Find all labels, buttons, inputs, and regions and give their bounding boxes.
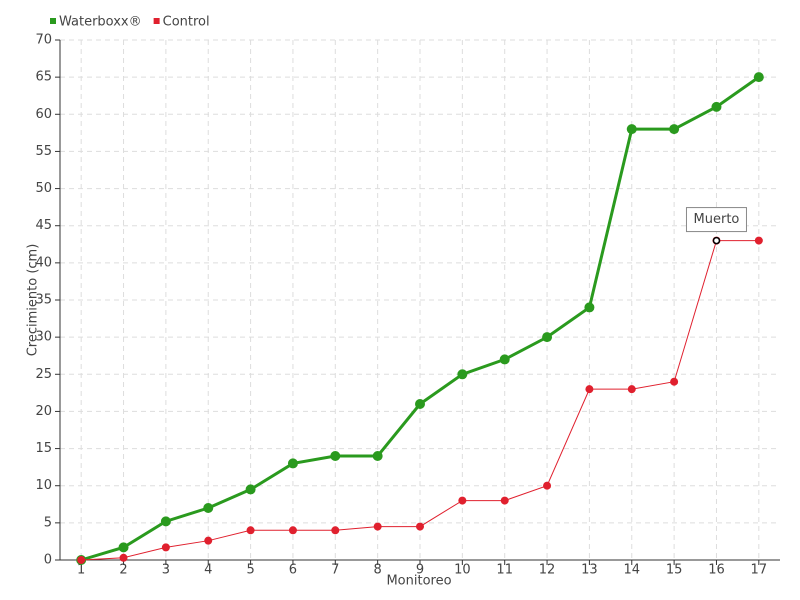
point (542, 332, 553, 343)
point (500, 496, 509, 505)
x-tick-label: 11 (496, 563, 513, 578)
x-tick-label: 1 (77, 563, 85, 578)
point (711, 101, 722, 112)
point (753, 72, 764, 83)
point (626, 124, 637, 135)
y-tick-label: 15 (35, 441, 52, 456)
point (160, 516, 171, 527)
x-tick-label: 7 (331, 563, 339, 578)
x-tick-label: 10 (454, 563, 471, 578)
point (119, 553, 128, 562)
x-tick-label: 5 (246, 563, 254, 578)
point (287, 458, 298, 469)
point (754, 236, 763, 245)
x-tick-label: 15 (666, 563, 683, 578)
point (585, 385, 594, 394)
y-tick-label: 65 (35, 70, 52, 85)
y-tick-label: 70 (35, 33, 52, 48)
x-tick-label: 16 (708, 563, 725, 578)
point (372, 451, 383, 461)
point (416, 522, 424, 531)
point (670, 377, 679, 386)
point (246, 526, 255, 535)
y-tick-label: 50 (35, 181, 52, 196)
annotation-box (685, 207, 747, 233)
point (245, 484, 256, 495)
y-tick-label: 55 (35, 144, 52, 159)
point (288, 526, 297, 535)
annotated-point (712, 236, 721, 245)
y-tick-label: 45 (35, 218, 52, 233)
point (669, 124, 680, 135)
x-tick-label: 3 (162, 563, 170, 578)
y-tick-label: 20 (35, 404, 52, 419)
point (204, 536, 213, 545)
point (118, 542, 129, 553)
x-tick-label: 8 (374, 563, 382, 578)
point (373, 522, 382, 531)
point (584, 302, 595, 313)
x-axis-title: Monitoreo (386, 574, 451, 589)
point (499, 354, 510, 365)
point (458, 496, 467, 505)
x-tick-label: 6 (289, 563, 297, 578)
legend-label: Waterboxx® (59, 15, 142, 30)
point (415, 399, 425, 409)
y-axis-title: Crecimiento (cm) (26, 244, 41, 357)
point (627, 385, 636, 394)
annotation-text: Muerto (694, 212, 740, 227)
point (161, 543, 170, 552)
point (330, 451, 341, 461)
point (457, 369, 468, 380)
x-tick-label: 17 (751, 563, 768, 578)
point (77, 556, 86, 564)
point (203, 503, 214, 513)
x-tick-label: 9 (416, 563, 424, 578)
x-tick-label: 12 (539, 563, 556, 578)
y-tick-label: 10 (35, 478, 52, 493)
legend-swatch (50, 18, 56, 24)
y-tick-label: 40 (35, 255, 52, 270)
y-tick-label: 35 (35, 293, 52, 308)
x-tick-label: 2 (119, 563, 127, 578)
x-tick-label: 14 (623, 563, 640, 578)
y-tick-label: 60 (35, 107, 52, 122)
x-tick-label: 4 (204, 563, 212, 578)
point (331, 526, 340, 535)
y-tick-label: 5 (44, 515, 52, 530)
x-tick-label: 13 (581, 563, 598, 578)
legend-label: Control (163, 15, 210, 30)
legend-swatch (153, 18, 160, 24)
y-tick-label: 30 (35, 330, 52, 345)
y-tick-label: 25 (35, 367, 52, 382)
y-tick-label: 0 (44, 553, 52, 568)
point (543, 481, 552, 490)
